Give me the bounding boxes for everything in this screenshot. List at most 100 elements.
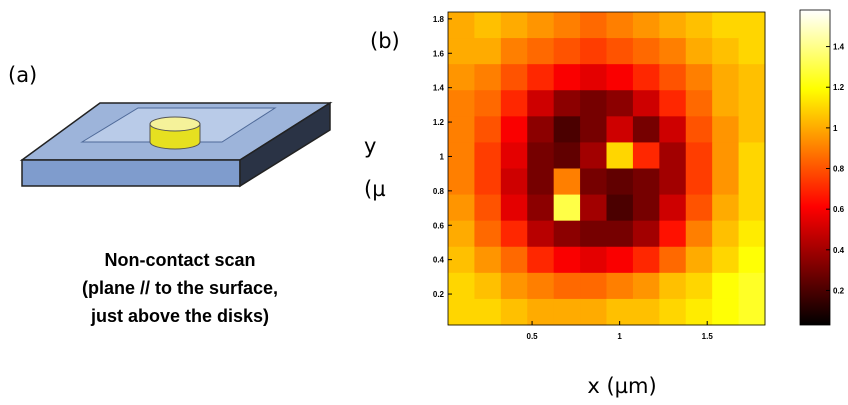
cell — [501, 90, 528, 117]
cell — [527, 12, 554, 39]
cell — [527, 90, 554, 117]
cell — [633, 116, 660, 143]
y-tick-label: 1.4 — [433, 84, 445, 93]
x-tick-label: 0.5 — [527, 332, 539, 341]
colorbar — [800, 10, 830, 325]
cell — [448, 38, 475, 65]
cell — [474, 38, 501, 65]
cell — [607, 273, 634, 300]
cell — [580, 12, 607, 39]
cell — [633, 221, 660, 248]
y-tick-label: 1.2 — [433, 118, 445, 127]
cell — [686, 90, 713, 117]
cell — [712, 247, 739, 274]
cell — [607, 64, 634, 91]
cell — [739, 299, 766, 326]
cell — [633, 38, 660, 65]
x-tick-label: 1 — [617, 332, 622, 341]
cell — [501, 142, 528, 169]
cell — [554, 142, 581, 169]
cell — [554, 299, 581, 326]
cell — [739, 64, 766, 91]
cell — [739, 142, 766, 169]
cell — [739, 221, 766, 248]
cell — [554, 221, 581, 248]
cell — [686, 169, 713, 196]
cell — [501, 247, 528, 274]
y-axis-label: y — [364, 134, 376, 158]
cell — [501, 273, 528, 300]
cell — [501, 221, 528, 248]
cell — [448, 12, 475, 39]
cell — [448, 273, 475, 300]
cell — [686, 116, 713, 143]
cell — [527, 299, 554, 326]
cell — [554, 64, 581, 91]
cell — [739, 38, 766, 65]
cell — [686, 64, 713, 91]
cell — [607, 169, 634, 196]
cell — [607, 142, 634, 169]
cell — [580, 64, 607, 91]
cell — [448, 247, 475, 274]
cell — [554, 38, 581, 65]
cell — [633, 90, 660, 117]
x-axis-label: x (µm) — [587, 374, 656, 398]
panel-label: (a) — [8, 63, 37, 87]
figure: (a) Non-contact scan (plane // to the su… — [0, 0, 848, 405]
cell — [739, 273, 766, 300]
cell — [607, 116, 634, 143]
cell — [659, 12, 686, 39]
cell — [633, 142, 660, 169]
cell — [607, 90, 634, 117]
cell — [712, 64, 739, 91]
cell — [580, 273, 607, 300]
cell — [686, 221, 713, 248]
sample-diagram — [22, 103, 330, 186]
cell — [739, 169, 766, 196]
colorbar-tick-label: 1.2 — [833, 83, 845, 92]
cell — [633, 64, 660, 91]
colorbar-tick-label: 0.4 — [833, 246, 845, 255]
page: (a) Non-contact scan (plane // to the su… — [0, 0, 848, 405]
cell — [712, 169, 739, 196]
cell — [739, 247, 766, 274]
panel-label: (b) — [370, 29, 400, 53]
cell — [474, 64, 501, 91]
cell — [527, 195, 554, 222]
cell — [580, 247, 607, 274]
colorbar-tick-label: 0.6 — [833, 205, 845, 214]
cell — [686, 273, 713, 300]
cell — [659, 299, 686, 326]
y-tick-label: 0.6 — [433, 221, 445, 230]
cell — [527, 116, 554, 143]
cell — [607, 221, 634, 248]
cell — [501, 169, 528, 196]
cell — [448, 221, 475, 248]
cell — [659, 64, 686, 91]
cell — [580, 169, 607, 196]
cell — [712, 90, 739, 117]
cell — [633, 247, 660, 274]
y-tick-label: 0.8 — [433, 187, 445, 196]
cell — [448, 90, 475, 117]
cell — [633, 299, 660, 326]
cell — [686, 142, 713, 169]
cell — [474, 221, 501, 248]
cell — [527, 273, 554, 300]
cell — [607, 195, 634, 222]
y-tick-label: 1 — [440, 152, 445, 161]
caption: Non-contact scan — [104, 250, 255, 270]
y-tick-label: 1.6 — [433, 49, 445, 58]
cell — [580, 142, 607, 169]
cell — [501, 195, 528, 222]
cell — [448, 116, 475, 143]
cell — [712, 195, 739, 222]
cell — [659, 142, 686, 169]
cell — [448, 142, 475, 169]
colorbar-tick-label: 1 — [833, 124, 838, 133]
cell — [607, 12, 634, 39]
cell — [501, 12, 528, 39]
cell — [527, 247, 554, 274]
cell — [527, 64, 554, 91]
